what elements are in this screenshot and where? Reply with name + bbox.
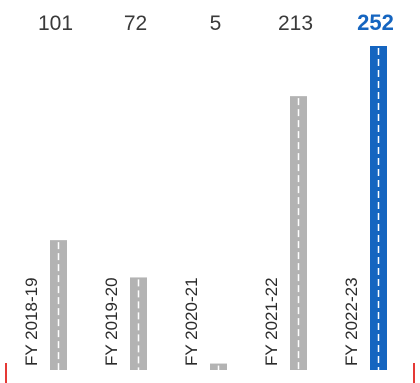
value-labels-group: 101 72 5 213 252 <box>38 10 394 35</box>
edge-markers <box>5 363 415 383</box>
value-label: 101 <box>38 12 73 35</box>
value-label: 213 <box>278 12 313 35</box>
category-labels-group: FY 2018-19 FY 2019-20 FY 2020-21 FY 2021-22… <box>22 277 361 366</box>
bar-fy-2018-19 <box>50 240 67 370</box>
value-label: 5 <box>210 12 222 35</box>
value-label: 252 <box>357 10 394 35</box>
bars-group <box>50 46 387 371</box>
category-label: FY 2022-23 <box>342 277 361 366</box>
right-edge-marker <box>413 363 415 383</box>
category-label: FY 2018-19 <box>22 277 41 366</box>
category-label: FY 2021-22 <box>262 277 281 366</box>
category-label: FY 2019-20 <box>102 277 121 366</box>
category-label: FY 2020-21 <box>182 277 201 366</box>
value-label: 72 <box>124 12 147 35</box>
left-edge-marker <box>5 363 7 383</box>
